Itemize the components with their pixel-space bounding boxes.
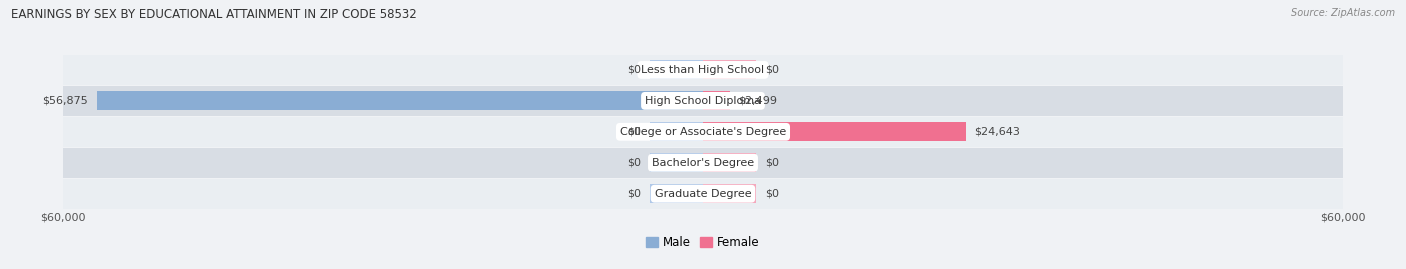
Bar xyxy=(650,122,703,141)
Bar xyxy=(703,153,756,172)
Bar xyxy=(63,148,1343,178)
Bar xyxy=(97,91,703,111)
Text: $0: $0 xyxy=(765,158,779,168)
Bar xyxy=(63,55,1343,85)
Text: $0: $0 xyxy=(765,65,779,75)
Text: $0: $0 xyxy=(627,189,641,199)
Bar xyxy=(63,86,1343,116)
Text: College or Associate's Degree: College or Associate's Degree xyxy=(620,127,786,137)
Bar xyxy=(63,117,1343,147)
Text: $0: $0 xyxy=(627,158,641,168)
Text: Bachelor's Degree: Bachelor's Degree xyxy=(652,158,754,168)
Bar xyxy=(650,60,703,80)
Text: $0: $0 xyxy=(765,189,779,199)
Legend: Male, Female: Male, Female xyxy=(641,231,765,254)
Text: Source: ZipAtlas.com: Source: ZipAtlas.com xyxy=(1291,8,1395,18)
Text: $2,499: $2,499 xyxy=(738,96,778,106)
Text: EARNINGS BY SEX BY EDUCATIONAL ATTAINMENT IN ZIP CODE 58532: EARNINGS BY SEX BY EDUCATIONAL ATTAINMEN… xyxy=(11,8,418,21)
Text: $24,643: $24,643 xyxy=(974,127,1021,137)
Text: $0: $0 xyxy=(627,127,641,137)
Bar xyxy=(703,184,756,203)
Bar xyxy=(703,122,966,141)
Text: Graduate Degree: Graduate Degree xyxy=(655,189,751,199)
Bar xyxy=(703,60,756,80)
Text: $56,875: $56,875 xyxy=(42,96,89,106)
Text: Less than High School: Less than High School xyxy=(641,65,765,75)
Bar xyxy=(63,179,1343,209)
Text: High School Diploma: High School Diploma xyxy=(645,96,761,106)
Text: $0: $0 xyxy=(627,65,641,75)
Bar xyxy=(650,153,703,172)
Bar xyxy=(650,184,703,203)
Bar xyxy=(703,91,730,111)
